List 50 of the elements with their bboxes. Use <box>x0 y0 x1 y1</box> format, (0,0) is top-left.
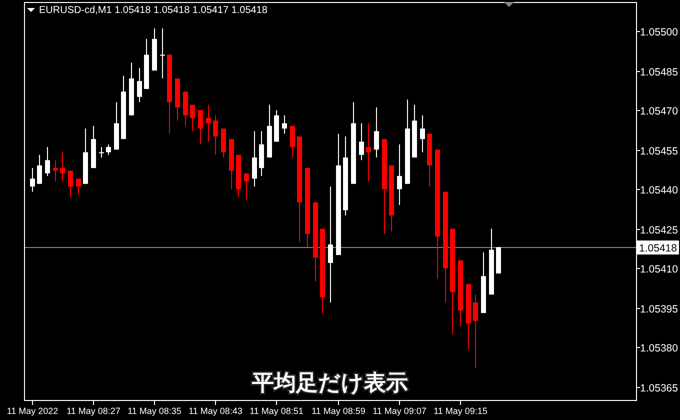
y-tick-label: 1.05365 <box>640 382 678 394</box>
candlestick <box>252 130 257 188</box>
candlestick <box>359 122 364 161</box>
x-tick-label: 11 May 2022 <box>6 406 58 416</box>
x-tick-label: 11 May 09:07 <box>372 406 426 416</box>
y-tick-label: 1.05455 <box>640 146 678 158</box>
candlestick <box>183 91 188 126</box>
candlestick <box>137 67 142 103</box>
candlestick <box>366 122 371 182</box>
candlestick <box>160 28 165 79</box>
candlestick <box>37 154 42 184</box>
candlestick <box>328 186 333 303</box>
candlestick <box>99 146 104 158</box>
y-tick-label: 1.05485 <box>640 66 678 78</box>
y-tick-label: 1.05380 <box>640 342 678 354</box>
candlestick <box>30 168 35 192</box>
candlestick <box>397 144 402 206</box>
y-tick-label: 1.05425 <box>640 224 678 236</box>
candlestick <box>206 104 211 142</box>
x-tick-label: 11 May 08:27 <box>66 406 120 416</box>
candlestick <box>374 106 379 158</box>
ref-line-label: 1.05418 <box>639 242 678 254</box>
candlestick <box>190 104 195 132</box>
y-tick-label: 1.05470 <box>640 106 678 118</box>
x-tick-label: 11 May 09:15 <box>434 406 488 416</box>
y-tick-label: 1.05395 <box>640 304 678 316</box>
x-tick-label: 11 May 08:59 <box>312 406 366 416</box>
y-tick-label: 1.05500 <box>640 26 678 38</box>
annotation: 平均足だけ表示 <box>251 371 408 396</box>
candlestick <box>473 294 478 369</box>
candlestick <box>198 110 203 145</box>
candlestick <box>244 172 249 200</box>
candlestick <box>213 114 218 156</box>
y-tick-label: 1.05410 <box>640 264 678 276</box>
x-tick-label: 11 May 08:51 <box>250 406 304 416</box>
candlestick <box>60 152 65 182</box>
chart-title: EURUSD-cd,M1 1.05418 1.05418 1.05417 1.05418 <box>39 5 268 16</box>
candlestick <box>221 128 226 158</box>
candlestick <box>282 114 287 134</box>
x-tick-label: 11 May 08:43 <box>188 406 242 416</box>
candlestick <box>259 130 264 176</box>
x-tick-label: 11 May 08:35 <box>128 406 182 416</box>
candlestick <box>68 170 73 198</box>
candlestick <box>53 160 58 182</box>
y-tick-label: 1.05440 <box>640 184 678 196</box>
candlestick <box>45 146 50 176</box>
candlestick <box>76 178 81 195</box>
candlestick <box>420 114 425 153</box>
candlestick <box>106 144 111 156</box>
candlestick <box>290 125 295 158</box>
